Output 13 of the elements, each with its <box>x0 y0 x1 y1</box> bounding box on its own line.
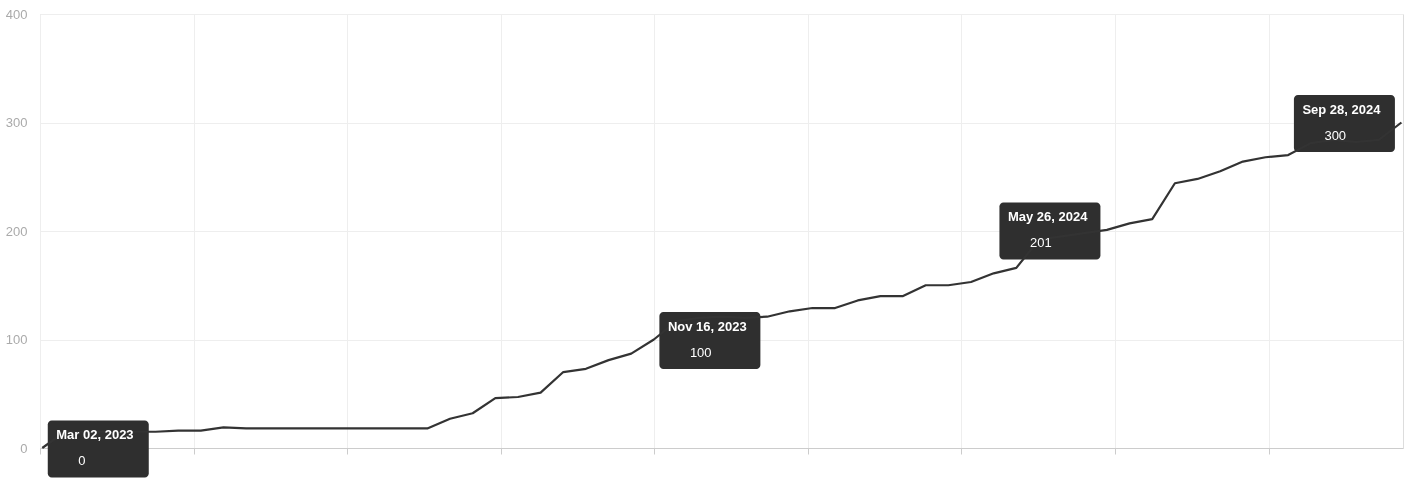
text: 0 <box>78 453 86 468</box>
y-tick-label: 200 <box>5 223 28 239</box>
annotation: 100 <box>689 344 712 360</box>
y-tick-label: 0 <box>20 440 28 456</box>
annotation: Sep 28, 2024 <box>1302 101 1382 117</box>
y-tick-label: 400 <box>5 6 28 22</box>
y-tick-label: 300 <box>5 115 28 130</box>
annotation: 300 <box>1324 127 1347 143</box>
annotation: Mar 02, 2023 <box>56 427 134 442</box>
y-tick-label: 100 <box>5 332 28 347</box>
annotation: 201 <box>1029 234 1052 250</box>
annotation: May 26, 2024 <box>1007 208 1089 224</box>
annotation: Nov 16, 2023 <box>667 318 747 334</box>
